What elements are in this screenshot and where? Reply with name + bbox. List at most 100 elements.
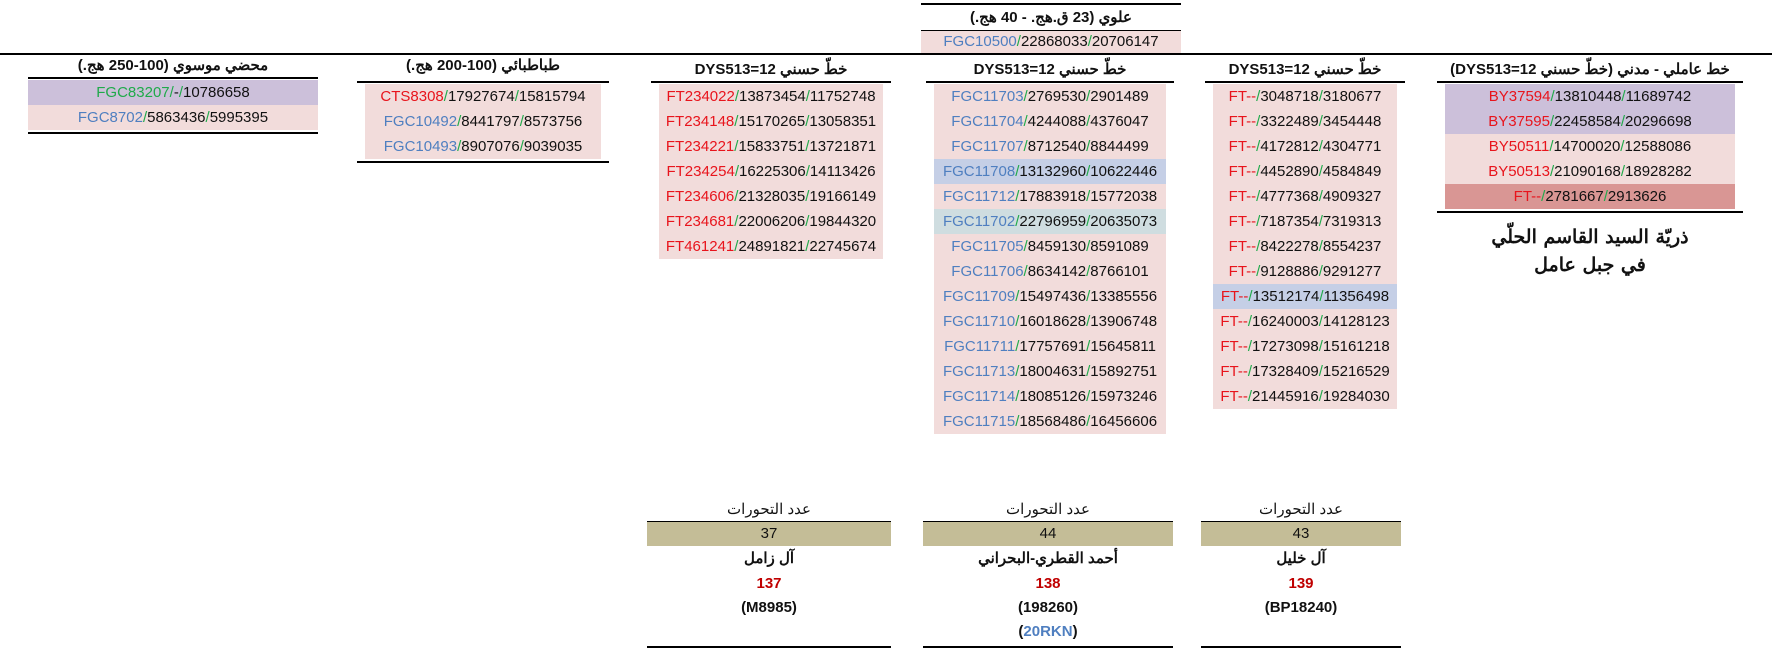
snp-row: FT--/21445916/19284030 — [1213, 384, 1397, 409]
snp-row: FT--/13512174/11356498 — [1213, 284, 1397, 309]
position-a: 15170265 — [738, 113, 806, 130]
snp-label: FGC11707 — [951, 138, 1024, 155]
lineage-caption: ذريّة السيد القاسم الحلّي — [1491, 226, 1689, 248]
snp-row: FT--/9128886/9291277 — [1213, 259, 1397, 284]
position-b: 19844320 — [809, 213, 877, 230]
position-b: 4376047 — [1090, 113, 1149, 130]
position-b: 2901489 — [1090, 88, 1149, 105]
separator: / — [1621, 88, 1626, 105]
position-b: 10622446 — [1090, 163, 1158, 180]
entry-number: 138 — [1035, 575, 1061, 592]
position-b: 9039035 — [523, 138, 583, 155]
separator: / — [205, 109, 210, 126]
kit-id: (BP18240) — [1264, 599, 1338, 616]
position-b: 15772038 — [1090, 188, 1158, 205]
position-b: 22745674 — [809, 238, 877, 255]
snp-row: FGC11711/17757691/15645811 — [934, 334, 1166, 359]
snp-label: FT234254 — [666, 163, 735, 180]
separator: / — [734, 113, 739, 130]
separator: / — [178, 84, 183, 101]
position-b: 15892751 — [1090, 363, 1158, 380]
position-a: 13132960 — [1019, 163, 1087, 180]
snp-label: FGC11715 — [942, 413, 1016, 430]
snp-row: FT--/4172812/4304771 — [1213, 134, 1397, 159]
main-divider-line — [0, 53, 1772, 55]
separator: / — [1086, 338, 1091, 355]
snp-label: FT-- — [1220, 363, 1248, 380]
separator: / — [1256, 138, 1261, 155]
separator: / — [1541, 188, 1546, 205]
position-a: 17328409 — [1252, 363, 1319, 380]
count-label: عدد التحورات — [1259, 501, 1343, 518]
snp-label: BY50511 — [1488, 138, 1550, 155]
top-group-topline — [921, 3, 1181, 5]
snp-row: FT--/7187354/7319313 — [1213, 209, 1397, 234]
separator: / — [1086, 388, 1091, 405]
position-b: 13906748 — [1090, 313, 1158, 330]
snp-label: BY37595 — [1488, 113, 1550, 130]
position-a: 18085126 — [1019, 388, 1087, 405]
separator: / — [1247, 338, 1252, 355]
separator: / — [1086, 213, 1091, 230]
snp-label: FGC11706 — [951, 263, 1024, 280]
separator: / — [1549, 138, 1554, 155]
snp-label: FGC11709 — [942, 288, 1016, 305]
snp-row: FT--/17328409/15216529 — [1213, 359, 1397, 384]
separator: / — [1247, 388, 1252, 405]
snp-row: FT--/3322489/3454448 — [1213, 109, 1397, 134]
snp-row: FGC11705/8459130/8591089 — [934, 234, 1166, 259]
separator: / — [1086, 413, 1091, 430]
count-box-topline — [1201, 521, 1401, 522]
position-a: 8634142 — [1027, 263, 1087, 280]
position-a: 24891821 — [738, 238, 806, 255]
position-a: 16018628 — [1019, 313, 1087, 330]
position-a: 5863436 — [147, 109, 206, 126]
position-a: 22458584 — [1554, 113, 1621, 130]
position-b: 20296698 — [1625, 113, 1692, 130]
separator: / — [1023, 138, 1028, 155]
column-title: خط عاملي - مدني (خطّ حسني DYS513=12) — [1450, 61, 1730, 78]
column-title-underline — [357, 81, 609, 83]
separator: / — [1318, 188, 1323, 205]
snp-label: FGC83207 — [96, 84, 170, 101]
snp-row: FGC11704/4244088/4376047 — [934, 109, 1166, 134]
position-b: 4304771 — [1322, 138, 1382, 155]
separator: / — [457, 113, 462, 130]
separator: / — [519, 113, 524, 130]
separator: / — [734, 138, 739, 155]
snp-label: FT461241 — [665, 238, 735, 255]
position-b: 8591089 — [1090, 238, 1149, 255]
snp-label: FGC11713 — [942, 363, 1016, 380]
snp-label: FT234606 — [665, 188, 735, 205]
snp-label: FGC11702 — [942, 213, 1016, 230]
position-a: 16225306 — [739, 163, 806, 180]
separator: / — [1620, 138, 1625, 155]
separator: / — [1015, 313, 1020, 330]
separator: / — [1023, 88, 1028, 105]
family-name: آل زامل — [743, 550, 795, 567]
position-a: 9128886 — [1260, 263, 1319, 280]
snp-label: FGC11704 — [951, 113, 1024, 130]
separator: / — [1023, 238, 1028, 255]
separator: / — [1015, 413, 1020, 430]
position-a: 7187354 — [1260, 213, 1319, 230]
top-group-underline — [921, 30, 1181, 31]
separator: / — [1318, 388, 1323, 405]
snp-row: FT234606/21328035/19166149 — [659, 184, 883, 209]
snp-label: FT-- — [1220, 288, 1249, 305]
position-b: 19166149 — [809, 188, 877, 205]
separator: / — [1086, 88, 1091, 105]
snp-row: FGC10492/8441797/8573756 — [365, 109, 601, 134]
position-b: 9291277 — [1322, 263, 1382, 280]
snp-label: FGC11703 — [951, 88, 1024, 105]
snp-label: FT-- — [1228, 263, 1257, 280]
position-b: 14128123 — [1322, 313, 1390, 330]
position-b: 5995395 — [209, 109, 269, 126]
separator: / — [1015, 188, 1020, 205]
snp-label: FGC10500 — [943, 33, 1017, 50]
mutation-count: 43 — [1201, 522, 1401, 546]
separator: / — [519, 138, 524, 155]
snp-label: FGC11714 — [942, 388, 1016, 405]
count-box-topline — [923, 521, 1173, 522]
position-b: 3454448 — [1322, 113, 1382, 130]
